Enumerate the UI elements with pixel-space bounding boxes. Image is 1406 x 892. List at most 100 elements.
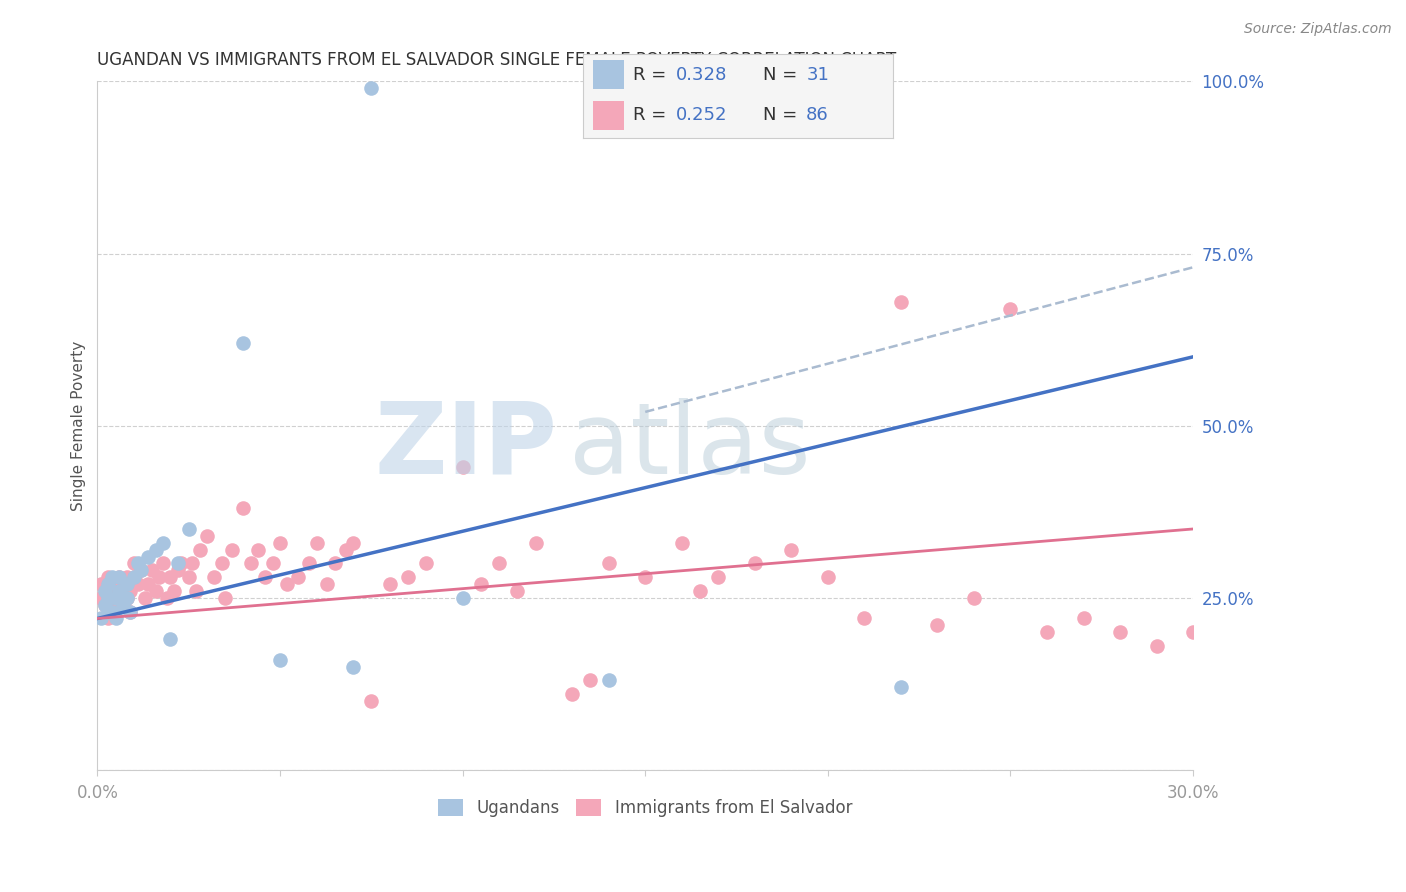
Point: [305, 535, 328, 549]
Point: [148, 570, 170, 584]
Point: [101, 605, 124, 619]
Point: [120, 605, 142, 619]
Point: [579, 673, 602, 688]
Point: [129, 563, 152, 577]
Point: [335, 542, 357, 557]
Point: [1000, 301, 1022, 316]
Point: [145, 542, 167, 557]
Point: [780, 542, 803, 557]
Point: [90, 591, 112, 605]
Point: [108, 583, 131, 598]
Point: [254, 570, 277, 584]
Point: [298, 557, 321, 571]
Point: [396, 570, 419, 584]
Point: [451, 591, 474, 605]
Point: [890, 294, 912, 309]
Point: [111, 598, 134, 612]
Point: [159, 632, 181, 647]
Point: [184, 583, 207, 598]
Point: [104, 591, 127, 605]
Point: [115, 591, 138, 605]
Point: [97, 591, 120, 605]
Point: [214, 591, 236, 605]
Point: [316, 577, 339, 591]
Point: [104, 591, 127, 605]
Point: [152, 557, 174, 571]
Point: [93, 583, 115, 598]
Point: [360, 694, 382, 708]
Point: [93, 598, 115, 612]
Point: [634, 570, 657, 584]
Point: [120, 605, 142, 619]
Point: [323, 557, 346, 571]
Point: [93, 583, 115, 598]
Point: [120, 583, 142, 598]
Point: [598, 557, 620, 571]
Point: [138, 577, 160, 591]
Text: R =: R =: [633, 66, 672, 84]
Point: [101, 570, 124, 584]
Point: [488, 557, 510, 571]
Point: [145, 583, 167, 598]
Point: [211, 557, 233, 571]
Point: [115, 570, 138, 584]
Text: 0.252: 0.252: [676, 106, 728, 124]
Point: [166, 563, 188, 577]
Point: [111, 598, 134, 612]
Y-axis label: Single Female Poverty: Single Female Poverty: [72, 341, 86, 511]
Point: [342, 659, 364, 673]
Point: [90, 577, 112, 591]
Point: [247, 542, 270, 557]
Point: [129, 563, 152, 577]
Point: [342, 535, 364, 549]
Text: N =: N =: [763, 66, 803, 84]
Point: [269, 535, 291, 549]
Text: 86: 86: [806, 106, 830, 124]
Point: [127, 557, 149, 571]
Point: [134, 591, 156, 605]
Point: [181, 557, 204, 571]
Point: [276, 577, 298, 591]
Point: [104, 577, 127, 591]
Point: [202, 570, 225, 584]
Point: [104, 611, 127, 625]
Point: [104, 598, 127, 612]
Point: [127, 577, 149, 591]
Point: [177, 570, 200, 584]
Point: [138, 549, 160, 564]
Point: [524, 535, 547, 549]
Point: [101, 583, 124, 598]
Point: [1036, 625, 1059, 640]
Point: [561, 687, 583, 701]
Point: [415, 557, 437, 571]
Point: [707, 570, 730, 584]
Point: [378, 577, 401, 591]
Text: atlas: atlas: [568, 398, 810, 495]
Point: [671, 535, 693, 549]
Point: [221, 542, 243, 557]
Point: [177, 522, 200, 536]
Point: [360, 81, 382, 95]
Point: [188, 542, 211, 557]
Point: [232, 336, 254, 351]
Point: [141, 563, 163, 577]
Point: [90, 611, 112, 625]
Point: [108, 583, 131, 598]
Text: 0.328: 0.328: [676, 66, 728, 84]
Text: UGANDAN VS IMMIGRANTS FROM EL SALVADOR SINGLE FEMALE POVERTY CORRELATION CHART: UGANDAN VS IMMIGRANTS FROM EL SALVADOR S…: [97, 51, 897, 69]
Point: [927, 618, 949, 632]
Point: [115, 591, 138, 605]
Point: [159, 570, 181, 584]
Point: [744, 557, 766, 571]
Point: [122, 557, 145, 571]
Point: [93, 598, 115, 612]
Text: N =: N =: [763, 106, 803, 124]
Text: ZIP: ZIP: [375, 398, 558, 495]
Point: [232, 501, 254, 516]
Point: [170, 557, 193, 571]
Point: [108, 570, 131, 584]
Point: [111, 577, 134, 591]
Point: [853, 611, 876, 625]
Text: 31: 31: [806, 66, 830, 84]
Point: [689, 583, 711, 598]
